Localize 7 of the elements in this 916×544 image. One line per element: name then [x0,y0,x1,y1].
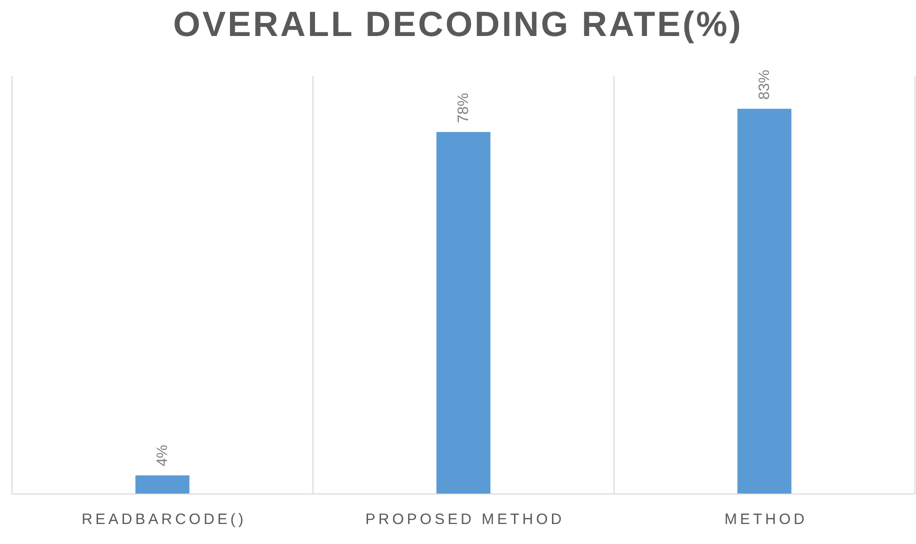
data-label: 4% [154,444,171,466]
x-tick-label: METHOD [724,511,808,528]
data-label: 83% [756,70,773,100]
data-label: 78% [454,92,472,123]
x-tick-label: READBARCODE() [82,511,246,528]
chart-title: OVERALL DECODING RATE(%) [172,4,744,46]
x-tick-label: PROPOSED METHOD [365,511,565,528]
